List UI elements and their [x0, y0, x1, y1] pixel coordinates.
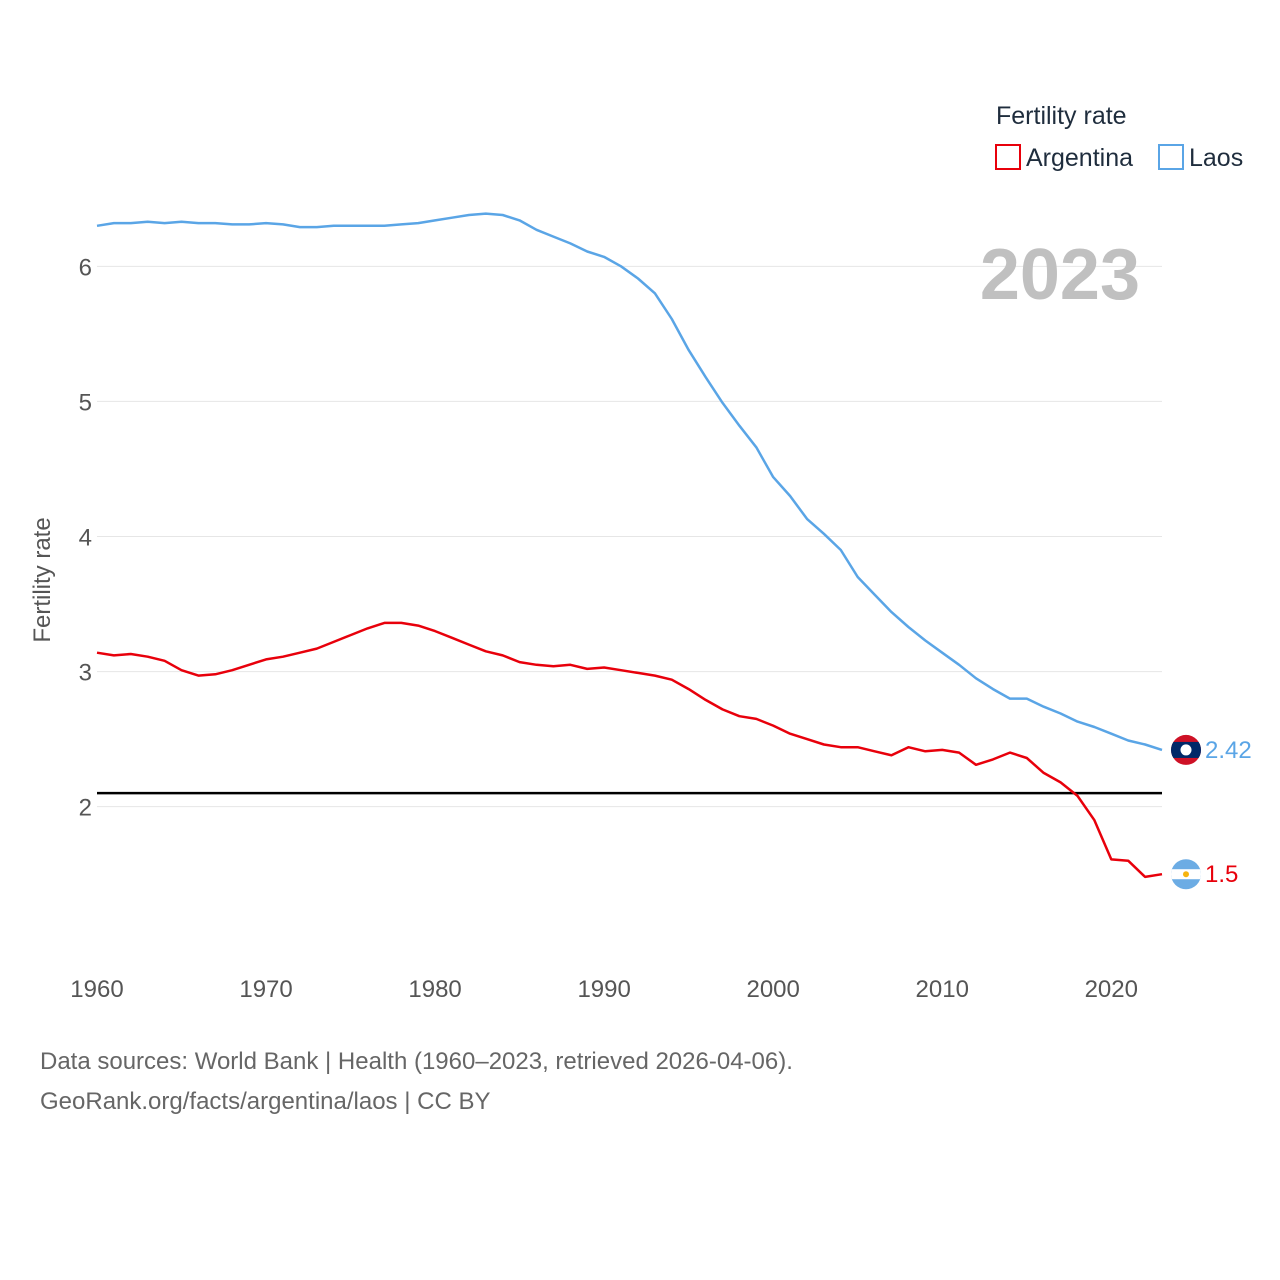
argentina-flag-icon: [1171, 859, 1201, 890]
year-label: 2023: [980, 235, 1140, 315]
legend-label-argentina: Argentina: [1026, 144, 1133, 172]
y-tick-label: 6: [79, 254, 92, 281]
footer: Data sources: World Bank | Health (1960–…: [40, 1042, 793, 1122]
legend-swatch-argentina: [995, 144, 1021, 170]
x-tick-label: 1990: [577, 976, 630, 1003]
fertility-chart: 2 3 4 5 6 1960 1970 1980 1990 2000 2010 2020 Ferti…: [29, 102, 1252, 1003]
data-source-text: Data sources: World Bank | Health (1960–…: [40, 1048, 793, 1075]
series-line-laos: [96, 212, 1163, 752]
legend-item-argentina[interactable]: Argentina: [995, 144, 1133, 172]
y-tick-label: 2: [79, 795, 92, 822]
x-tick-label: 2010: [916, 976, 969, 1003]
legend-label-laos: Laos: [1189, 144, 1243, 172]
y-axis-ticks: 2 3 4 5 6: [79, 254, 92, 821]
laos-flag-icon: [1171, 734, 1201, 765]
legend-title: Fertility rate: [996, 102, 1127, 130]
attribution-link[interactable]: GeoRank.org/facts/argentina/laos | CC BY: [40, 1088, 491, 1115]
y-tick-label: 5: [79, 389, 92, 416]
x-tick-label: 2000: [746, 976, 799, 1003]
legend-item-laos[interactable]: Laos: [1158, 144, 1243, 172]
x-tick-label: 1960: [70, 976, 123, 1003]
end-label-laos: 2.42: [1205, 737, 1252, 764]
x-tick-label: 2020: [1085, 976, 1138, 1003]
end-label-argentina: 1.5: [1205, 861, 1238, 888]
y-axis-title: Fertility rate: [29, 517, 56, 642]
series-line-argentina: [96, 621, 1163, 879]
y-tick-label: 4: [79, 524, 92, 551]
x-axis-ticks: 1960 1970 1980 1990 2000 2010 2020: [70, 976, 1138, 1003]
gridlines: [97, 265, 1162, 808]
x-tick-label: 1970: [239, 976, 292, 1003]
x-tick-label: 1980: [408, 976, 461, 1003]
legend-swatch-laos: [1158, 144, 1184, 170]
legend: Fertility rate Argentina Laos: [995, 102, 1243, 172]
y-tick-label: 3: [79, 660, 92, 687]
